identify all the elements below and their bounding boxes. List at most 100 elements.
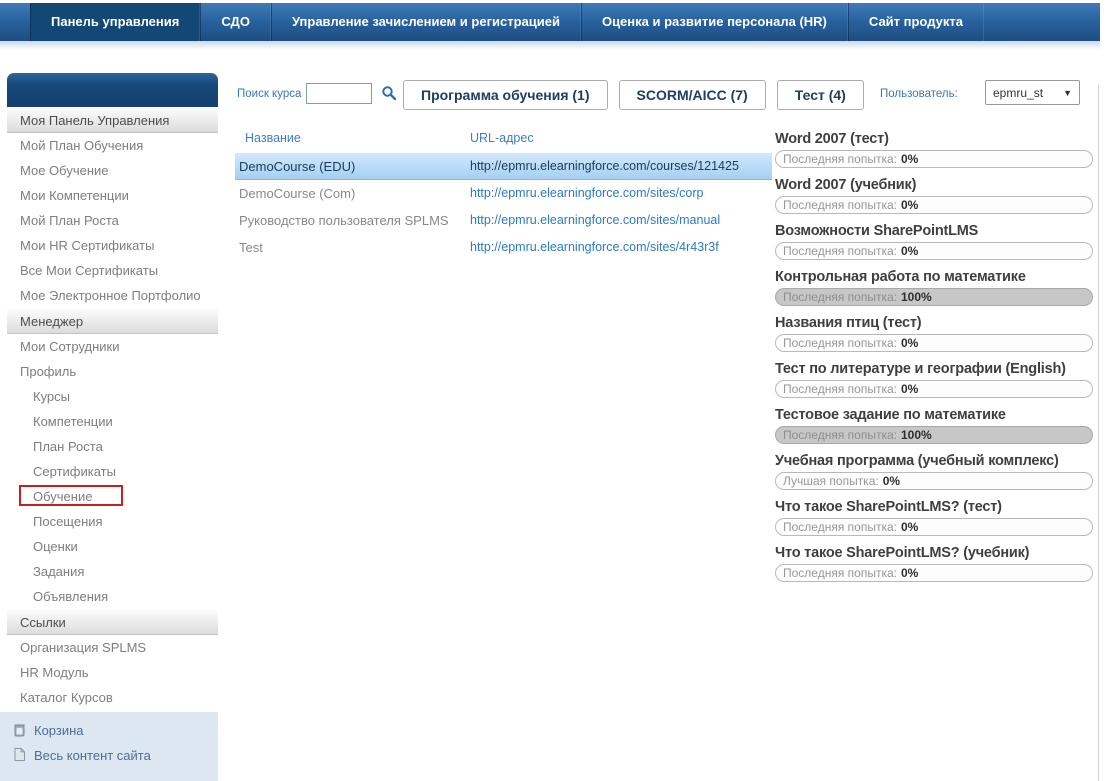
- course-name: DemoCourse (EDU): [239, 159, 356, 174]
- result-title: Учебная программа (учебный комплекс): [775, 453, 1059, 469]
- annotation-highlight-box: [19, 485, 123, 506]
- course-table: Название URL-адрес DemoCourse (EDU) http:…: [235, 131, 772, 261]
- attempt-label: Последняя попытка:: [783, 428, 897, 442]
- chevron-down-icon: ▼: [1063, 87, 1072, 98]
- sidebar-header-cap: [7, 73, 218, 107]
- sidebar-footer-item[interactable]: Весь контент сайта: [12, 743, 218, 768]
- attempt-label: Последняя попытка:: [783, 290, 897, 304]
- topnav-tab[interactable]: Управление зачислением и регистрацией: [270, 3, 581, 41]
- table-row[interactable]: DemoCourse (EDU) http://epmru.elearningfo…: [235, 153, 772, 180]
- course-url-link[interactable]: http://epmru.elearningforce.com/courses/…: [470, 159, 739, 173]
- column-header-url[interactable]: URL-адрес: [470, 131, 534, 145]
- sidebar-section-header: Ссылки: [7, 609, 218, 635]
- course-url-link[interactable]: http://epmru.elearningforce.com/sites/4r…: [470, 240, 719, 254]
- result-item: Возможности SharePointLMS Последняя попыт…: [775, 223, 1093, 260]
- sidebar-section-header: Менеджер: [7, 308, 218, 334]
- course-name: DemoCourse (Com): [239, 186, 356, 201]
- sidebar-item[interactable]: Посещения: [33, 514, 103, 529]
- attempt-progress-bar: Последняя попытка: 0%: [775, 564, 1093, 582]
- user-label: Пользователь:: [880, 88, 958, 100]
- sidebar-item[interactable]: Мое Обучение: [20, 163, 109, 178]
- attempt-value: 0%: [900, 520, 919, 534]
- sidebar-footer-item-label: Весь контент сайта: [34, 748, 151, 763]
- attempt-value: 0%: [900, 566, 919, 580]
- sidebar-item[interactable]: Мой План Роста: [20, 213, 119, 228]
- attempt-progress-bar: Последняя попытка: 0%: [775, 334, 1093, 352]
- result-title: Тестовое задание по математике: [775, 407, 1006, 423]
- course-rows: DemoCourse (EDU) http://epmru.elearningfo…: [235, 153, 772, 261]
- attempt-value: 0%: [900, 244, 919, 258]
- site-content-icon: [12, 747, 27, 765]
- attempt-value: 0%: [882, 474, 901, 488]
- topnav-tab[interactable]: Сайт продукта: [847, 3, 984, 41]
- sidebar-item[interactable]: Все Мои Сертификаты: [20, 263, 159, 278]
- sidebar-item[interactable]: HR Модуль: [20, 665, 89, 680]
- sidebar-item[interactable]: Мой План Обучения: [20, 138, 144, 153]
- attempt-value: 0%: [900, 198, 919, 212]
- result-title: Возможности SharePointLMS: [775, 223, 979, 239]
- attempt-progress-bar: Последняя попытка: 0%: [775, 380, 1093, 398]
- sidebar-item[interactable]: План Роста: [33, 439, 103, 454]
- results-panel: Word 2007 (тест) Последняя попытка: 0% Word…: [775, 131, 1093, 591]
- sidebar-footer-item-label: Корзина: [34, 723, 84, 738]
- result-title: Word 2007 (учебник): [775, 177, 917, 193]
- result-item: Word 2007 (тест) Последняя попытка: 0%: [775, 131, 1093, 168]
- filter-buttons: Программа обучения (1) SCORM/AICC (7) Тест…: [403, 80, 864, 110]
- topnav: Панель управления СДО Управление зачислени…: [0, 3, 1100, 41]
- filter-button[interactable]: Тест (4): [776, 80, 864, 110]
- result-title: Названия птиц (тест): [775, 315, 922, 331]
- search-input[interactable]: [306, 83, 372, 104]
- sidebar-item[interactable]: Задания: [33, 564, 85, 579]
- result-title: Контрольная работа по математике: [775, 269, 1026, 285]
- attempt-value: 0%: [900, 382, 919, 396]
- attempt-label: Последняя попытка:: [783, 336, 897, 350]
- course-table-header: Название URL-адрес: [235, 131, 772, 153]
- sidebar-item[interactable]: Обучение: [7, 484, 218, 509]
- sidebar-item[interactable]: Оценки: [33, 539, 78, 554]
- table-row[interactable]: DemoCourse (Com) http://epmru.elearningfo…: [235, 180, 772, 207]
- topnav-tab[interactable]: СДО: [200, 3, 271, 41]
- sidebar-item[interactable]: Организация SPLMS: [20, 640, 147, 655]
- sidebar-footer: Корзина Весь контент сайта: [0, 712, 218, 781]
- sidebar-item[interactable]: Профиль: [20, 364, 77, 379]
- course-name: Руководство пользователя SPLMS: [239, 213, 449, 228]
- sidebar-item[interactable]: Объявления: [33, 589, 109, 604]
- sidebar-item[interactable]: Сертификаты: [33, 464, 116, 479]
- sidebar-footer-item[interactable]: Корзина: [12, 718, 218, 743]
- topnav-tab[interactable]: Панель управления: [30, 3, 201, 41]
- attempt-value: 0%: [900, 336, 919, 350]
- sidebar-item[interactable]: Каталог Курсов: [20, 690, 113, 705]
- result-item: Word 2007 (учебник) Последняя попытка: 0%: [775, 177, 1093, 214]
- result-item: Названия птиц (тест) Последняя попытка: 0%: [775, 315, 1093, 352]
- table-row[interactable]: Руководство пользователя SPLMS http://epm…: [235, 207, 772, 234]
- result-title: Word 2007 (тест): [775, 131, 889, 147]
- result-item: Что такое SharePointLMS? (тест) Последняя…: [775, 499, 1093, 536]
- sidebar-item[interactable]: Мои Компетенции: [20, 188, 129, 203]
- sidebar-item[interactable]: Компетенции: [33, 414, 113, 429]
- course-url-link[interactable]: http://epmru.elearningforce.com/sites/co…: [470, 186, 704, 200]
- sidebar-item[interactable]: Мои Сотрудники: [20, 339, 120, 354]
- attempt-progress-bar: Последняя попытка: 0%: [775, 196, 1093, 214]
- topnav-tab[interactable]: Оценка и развитие персонала (HR): [580, 3, 848, 41]
- attempt-progress-bar: Последняя попытка: 100%: [775, 288, 1093, 306]
- sidebar-item[interactable]: Мое Электронное Портфолио: [20, 288, 201, 303]
- result-item: Что такое SharePointLMS? (учебник) Послед…: [775, 545, 1093, 582]
- course-url-link[interactable]: http://epmru.elearningforce.com/sites/ma…: [470, 213, 721, 227]
- result-item: Учебная программа (учебный комплекс) Лучш…: [775, 453, 1093, 490]
- filter-button[interactable]: Программа обучения (1): [403, 80, 608, 110]
- attempt-value: 0%: [900, 152, 919, 166]
- result-title: Тест по литературе и географии (English): [775, 361, 1066, 377]
- column-header-name[interactable]: Название: [245, 131, 301, 145]
- table-row[interactable]: Test http://epmru.elearningforce.com/site…: [235, 234, 772, 261]
- sidebar-item[interactable]: Курсы: [33, 389, 71, 404]
- attempt-value: 100%: [900, 428, 932, 442]
- user-dropdown-value: epmru_st: [993, 85, 1044, 100]
- user-dropdown[interactable]: epmru_st ▼: [985, 80, 1080, 105]
- attempt-label: Последняя попытка:: [783, 566, 897, 580]
- attempt-progress-bar: Последняя попытка: 100%: [775, 426, 1093, 444]
- filter-button[interactable]: SCORM/AICC (7): [618, 80, 766, 110]
- sidebar-item[interactable]: Мои HR Сертификаты: [20, 238, 155, 253]
- result-item: Контрольная работа по математике Последня…: [775, 269, 1093, 306]
- attempt-label: Лучшая попытка:: [783, 474, 879, 488]
- search-icon[interactable]: [381, 85, 397, 106]
